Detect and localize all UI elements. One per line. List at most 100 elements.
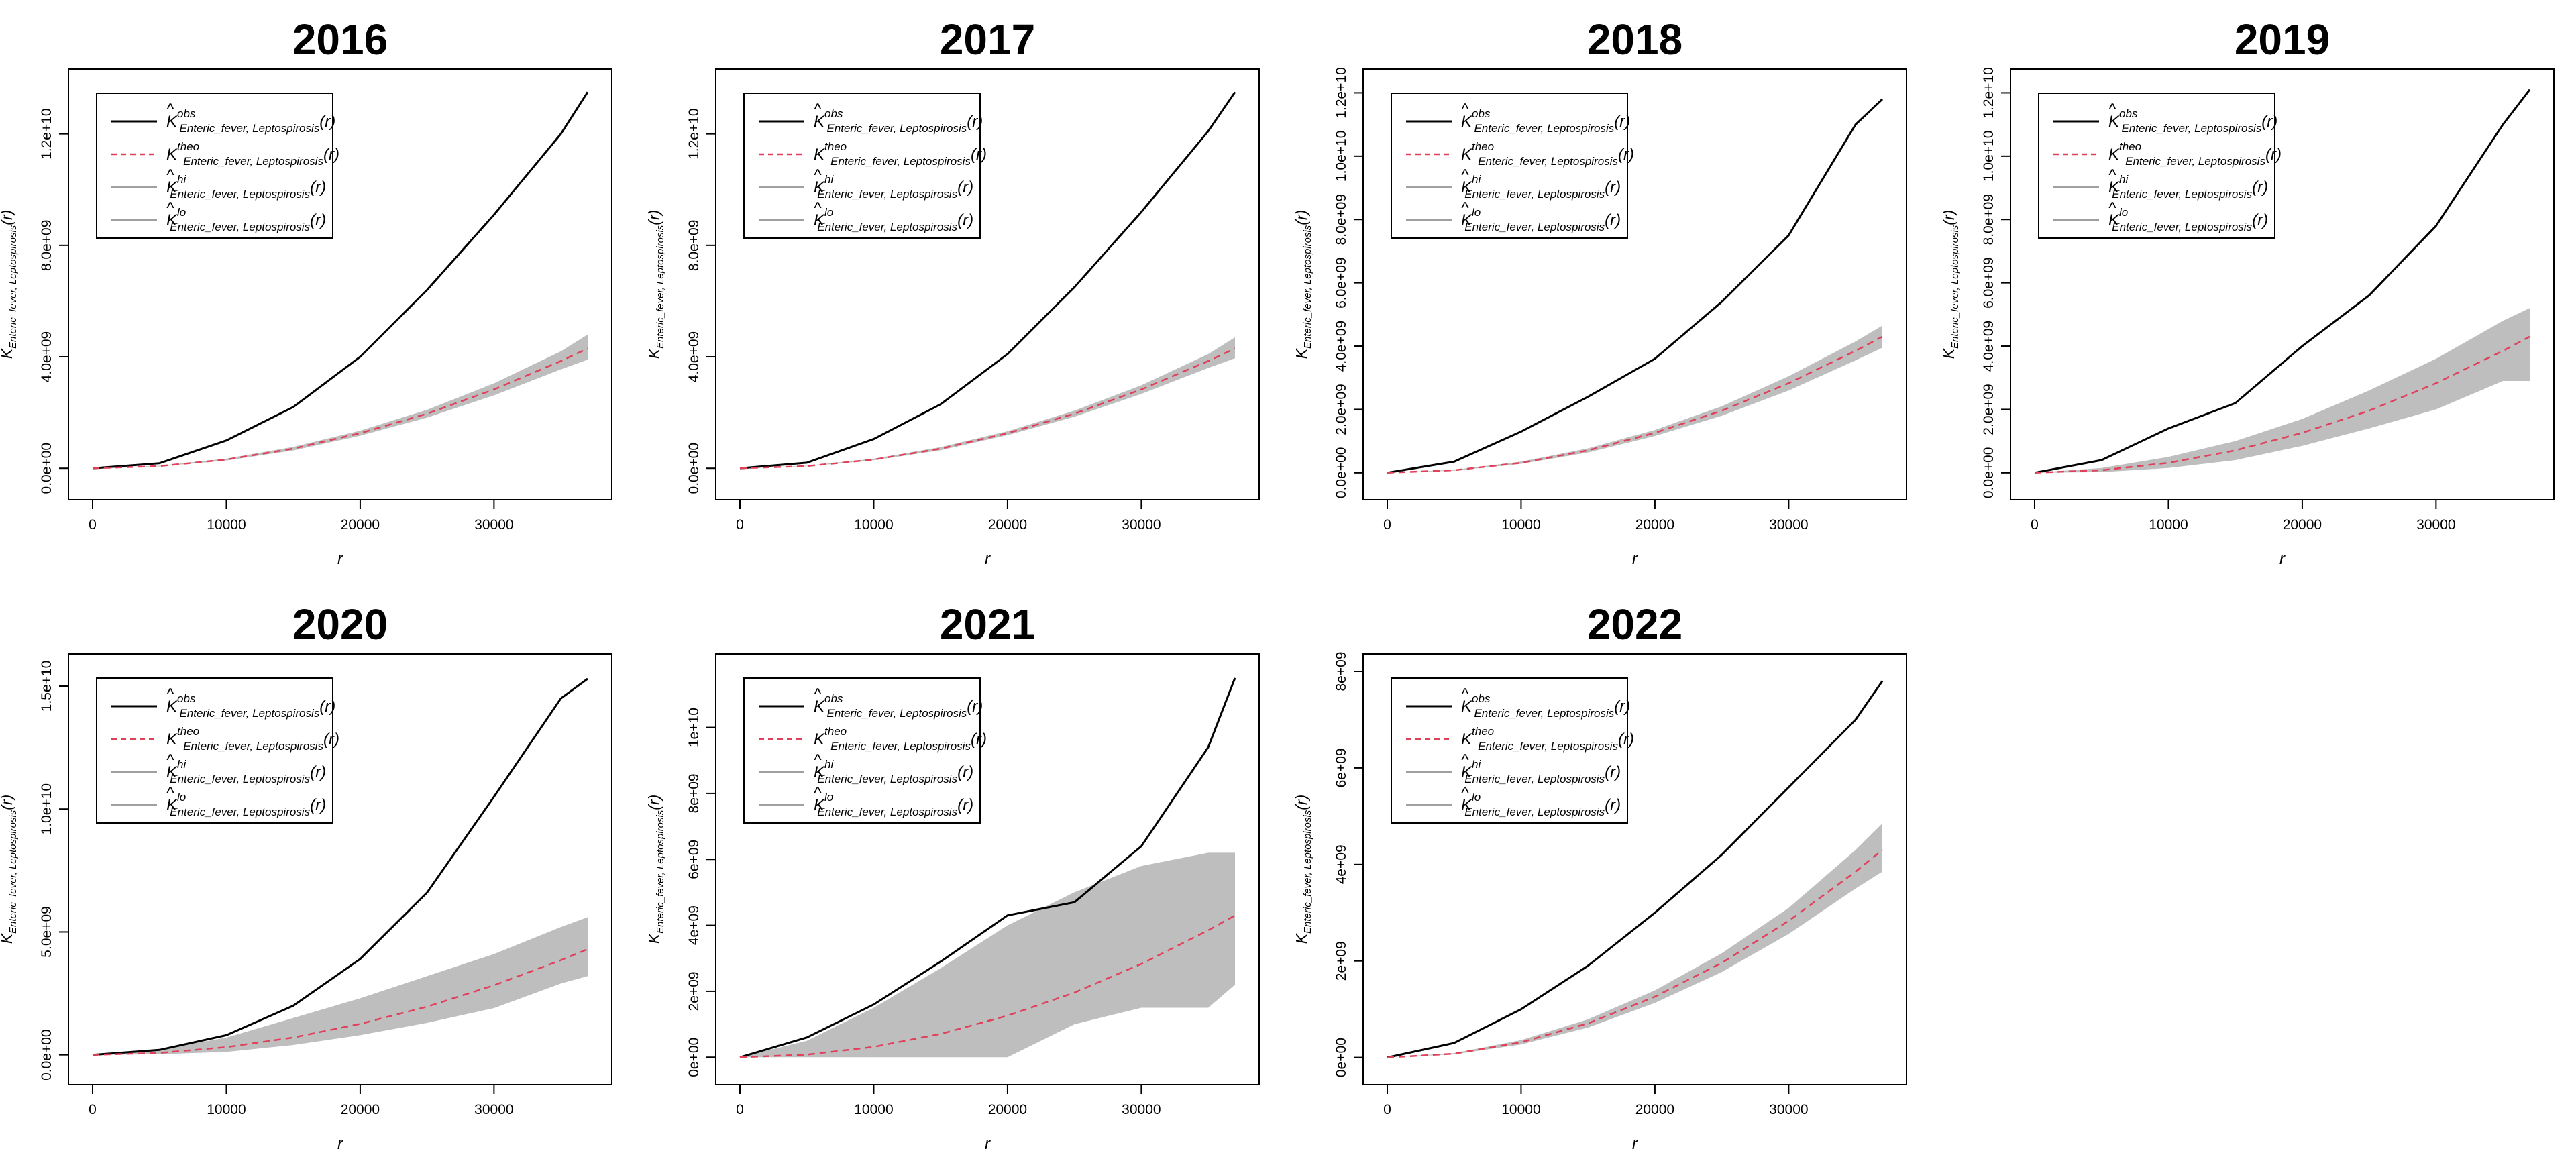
x-axis-label: r (337, 550, 343, 568)
plot-frame (68, 68, 612, 500)
y-tick-label: 2e+09 (1334, 941, 1349, 981)
panel-title: 2019 (2235, 15, 2330, 64)
x-tick-label: 0 (1383, 517, 1391, 533)
legend-label-lo: Klo Enteric_fever, Leptospirosis(r) (1461, 206, 1621, 233)
panel-title: 2021 (940, 600, 1035, 649)
envelope-band (740, 337, 1235, 469)
y-tick-label: 1.5e+10 (39, 661, 54, 712)
legend-label-obs: Kobs Enteric_fever, Leptospirosis(r) (814, 692, 983, 720)
y-tick-label: 8.0e+09 (39, 220, 54, 272)
y-tick-label: 4.0e+09 (1334, 321, 1349, 372)
y-axis-label: KEnteric_fever, Leptospirosis(r) (1293, 795, 1313, 944)
y-tick-label: 8.0e+09 (686, 220, 702, 272)
legend-hat: ^ (2108, 199, 2116, 217)
envelope-band (2035, 308, 2530, 473)
panel-title: 2018 (1587, 15, 1682, 64)
legend-hat: ^ (166, 199, 174, 217)
series-obs-line (739, 677, 1236, 1058)
y-tick-label: 0.0e+00 (1334, 447, 1349, 499)
envelope-band (93, 917, 588, 1055)
legend: Kobs Enteric_fever, Leptospirosis(r)^Kthe… (743, 677, 987, 824)
series-obs-line (92, 91, 589, 470)
x-tick-label: 10000 (207, 517, 246, 533)
x-tick-label: 0 (736, 517, 744, 533)
legend: Kobs Enteric_fever, Leptospirosis(r)^Kthe… (1391, 677, 1634, 824)
legend: Kobs Enteric_fever, Leptospirosis(r)^Kthe… (96, 93, 339, 239)
legend: Kobs Enteric_fever, Leptospirosis(r)^Kthe… (1391, 93, 1634, 239)
y-tick-label: 8e+09 (686, 773, 702, 813)
x-tick-label: 0 (2031, 517, 2039, 533)
x-axis-label: r (337, 1135, 343, 1153)
legend-label-lo: Klo Enteric_fever, Leptospirosis(r) (1461, 791, 1621, 818)
legend: Kobs Enteric_fever, Leptospirosis(r)^Kthe… (743, 93, 987, 239)
envelope-band (1387, 325, 1882, 473)
plot-frame (1362, 653, 1907, 1085)
y-tick-label: 0.0e+00 (39, 443, 54, 494)
legend-label-lo: Klo Enteric_fever, Leptospirosis(r) (814, 206, 973, 233)
legend-hat: ^ (166, 101, 174, 119)
y-tick-label: 8.0e+09 (1981, 194, 1996, 245)
legend-hat: ^ (1461, 101, 1469, 119)
legend-hat: ^ (814, 199, 822, 217)
plot-frame (715, 68, 1260, 500)
y-axis-label: KEnteric_fever, Leptospirosis(r) (0, 210, 19, 360)
x-tick-label: 20000 (988, 1102, 1027, 1117)
y-tick-label: 4.0e+09 (39, 331, 54, 383)
plot-frame (68, 653, 612, 1085)
legend-box (1391, 93, 1628, 239)
legend-box (1391, 677, 1628, 824)
y-tick-label: 1.2e+10 (39, 108, 54, 160)
legend-hat: ^ (166, 685, 174, 704)
y-tick-label: 4.0e+09 (686, 331, 702, 383)
x-tick-label: 20000 (2283, 517, 2322, 533)
series-theo-line (1387, 849, 1883, 1058)
x-tick-label: 10000 (1501, 517, 1540, 533)
legend-label-hi: Khi Enteric_fever, Leptospirosis(r) (1461, 173, 1621, 201)
x-axis-label: r (1632, 1135, 1638, 1153)
y-tick-label: 1.0e+10 (1981, 131, 1996, 182)
x-tick-label: 30000 (474, 1102, 513, 1117)
y-tick-label: 1.2e+10 (1981, 67, 1996, 119)
legend-hat: ^ (814, 784, 822, 802)
legend: Kobs Enteric_fever, Leptospirosis(r)^Kthe… (2038, 93, 2282, 239)
x-tick-label: 30000 (1769, 517, 1808, 533)
y-tick-label: 0.0e+00 (1981, 447, 1996, 499)
legend-label-obs: Kobs Enteric_fever, Leptospirosis(r) (1461, 107, 1630, 135)
chart-panel-2022: 2022 0 10000 20000 30000 0e+00 2e+09 4e+09 6e+09… (1293, 600, 1907, 1153)
panel-title: 2016 (292, 15, 388, 64)
y-axis-label: KEnteric_fever, Leptospirosis(r) (1940, 210, 1961, 360)
y-axis-label: KEnteric_fever, Leptospirosis(r) (645, 795, 666, 944)
legend-label-hi: Khi Enteric_fever, Leptospirosis(r) (166, 173, 326, 201)
series-obs-line (1387, 680, 1884, 1059)
y-tick-label: 0.0e+00 (39, 1029, 54, 1081)
series-theo-line (92, 948, 588, 1056)
legend-label-obs: Kobs Enteric_fever, Leptospirosis(r) (166, 692, 335, 720)
chart-panel-2021: 2021 0 10000 20000 30000 0e+00 2e+09 4e+09 6e+09… (645, 600, 1260, 1153)
legend-label-theo: Ktheo Enteric_fever, Leptospirosis(r) (814, 140, 987, 168)
series-obs-line (1387, 98, 1884, 474)
legend-box (743, 93, 981, 239)
x-tick-label: 30000 (1122, 517, 1161, 533)
series-theo-line (92, 347, 588, 470)
x-tick-label: 0 (89, 1102, 97, 1117)
x-axis-label: r (985, 550, 991, 568)
envelope-band (740, 852, 1235, 1058)
y-axis-label: KEnteric_fever, Leptospirosis(r) (1293, 210, 1313, 360)
series-obs-line (739, 91, 1236, 470)
y-tick-label: 4e+09 (686, 905, 702, 945)
y-tick-label: 0e+00 (1334, 1038, 1349, 1077)
y-tick-label: 2e+09 (686, 971, 702, 1011)
legend-label-theo: Ktheo Enteric_fever, Leptospirosis(r) (2108, 140, 2282, 168)
y-tick-label: 4e+09 (1334, 844, 1349, 884)
legend-hat: ^ (814, 101, 822, 119)
legend-box (743, 677, 981, 824)
legend-hat: ^ (814, 685, 822, 704)
legend-label-obs: Kobs Enteric_fever, Leptospirosis(r) (1461, 692, 1630, 720)
legend-hat: ^ (1461, 685, 1469, 704)
y-axis-label: KEnteric_fever, Leptospirosis(r) (0, 795, 19, 944)
legend-hat: ^ (166, 166, 174, 184)
legend-label-obs: Kobs Enteric_fever, Leptospirosis(r) (166, 107, 335, 135)
legend-hat: ^ (1461, 199, 1469, 217)
y-tick-label: 0e+00 (686, 1038, 702, 1077)
